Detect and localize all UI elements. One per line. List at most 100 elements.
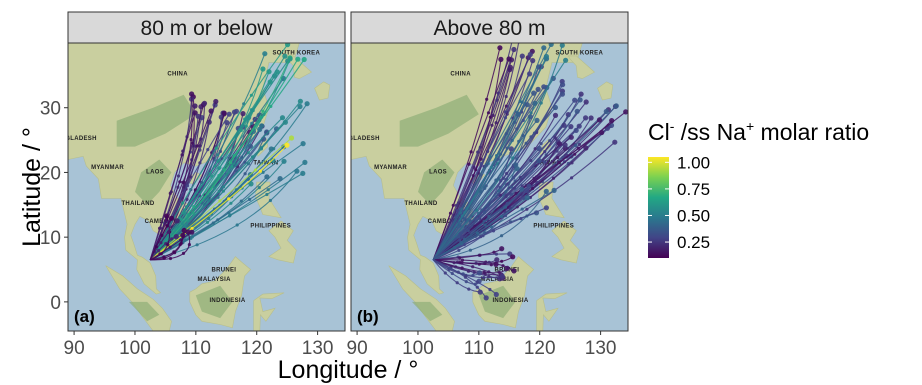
- trajectory-point: [226, 111, 232, 117]
- trajectory-point: [488, 115, 492, 119]
- trajectory-point: [165, 224, 169, 228]
- strip-b: [350, 11, 629, 44]
- trajectory-point: [515, 111, 521, 117]
- trajectory-point: [576, 123, 582, 129]
- trajectory-point: [185, 229, 191, 235]
- trajectory-point: [495, 98, 499, 102]
- x-tick-label: 120: [241, 338, 273, 359]
- trajectory-point: [469, 150, 473, 154]
- legend-ticks: 1.00 0.75 0.50 0.25: [648, 153, 710, 252]
- trajectory-point: [297, 103, 303, 110]
- trajectory-point: [282, 53, 288, 59]
- country-label: INDONESIA: [492, 298, 528, 304]
- trajectory-point: [246, 151, 250, 155]
- trajectory-point: [185, 184, 190, 188]
- country-label: CHINA: [167, 71, 188, 77]
- trajectory-point: [520, 184, 524, 188]
- country-label: MYANMAR: [91, 165, 124, 171]
- land-mass: [536, 292, 568, 331]
- trajectory-point: [532, 100, 538, 106]
- x-tick-label: 110: [464, 338, 494, 359]
- trajectory-point: [207, 216, 211, 221]
- trajectory-point: [230, 164, 234, 168]
- trajectory-point: [443, 271, 447, 275]
- trajectory-point: [506, 56, 512, 62]
- trajectory-point: [183, 223, 187, 228]
- trajectory-point: [455, 281, 459, 285]
- trajectory-point: [213, 98, 219, 105]
- trajectory-point: [539, 142, 543, 146]
- trajectory-point: [511, 156, 515, 160]
- trajectory-point: [272, 147, 276, 151]
- legend-tick-label: 0.75: [677, 180, 710, 199]
- trajectory-point: [173, 234, 179, 240]
- trajectory-point: [519, 217, 523, 221]
- country-label: INDONESIA: [209, 298, 245, 304]
- trajectory-point: [257, 186, 261, 190]
- trajectory-point: [456, 225, 460, 229]
- trajectory-point: [577, 142, 582, 146]
- panel-a-tag: (a): [74, 307, 95, 326]
- country-label: CAMBODIA: [428, 219, 464, 225]
- trajectory-point: [174, 218, 180, 224]
- basemap-a: SOUTH KOREACHINAMYANMARLAOSTHAILANDCAMBO…: [68, 43, 345, 331]
- trajectory-point: [265, 192, 269, 197]
- trajectory-point: [489, 165, 493, 170]
- trajectory-point: [218, 199, 222, 203]
- trajectory-point: [173, 251, 177, 255]
- forest-area: [128, 301, 160, 322]
- country-label: THAILAND: [404, 201, 437, 207]
- forest-area: [399, 94, 479, 147]
- trajectory-point: [248, 181, 254, 187]
- land-mass: [551, 220, 580, 264]
- trajectory-point: [458, 256, 462, 260]
- trajectory-point: [260, 66, 266, 72]
- x-axis-ticks: 90 100 110 120 130 90 100 110 120 130: [64, 331, 616, 359]
- trajectory-point: [497, 189, 501, 193]
- trajectory-point: [262, 51, 268, 57]
- trajectory-point: [474, 168, 478, 172]
- trajectory-point: [491, 113, 495, 117]
- trajectory-point: [504, 190, 508, 194]
- trajectory-point: [609, 118, 615, 124]
- trajectory-point: [535, 86, 541, 92]
- trajectory-point: [288, 135, 295, 141]
- trajectory-point: [457, 221, 461, 225]
- trajectory-point: [261, 109, 265, 113]
- trajectory-point: [450, 271, 454, 276]
- legend-tick-label: 0.25: [677, 233, 710, 252]
- y-axis-ticks: 0 10 20 30: [40, 99, 68, 314]
- trajectory-point: [176, 174, 181, 178]
- trajectory-point: [227, 214, 232, 218]
- land-mass: [597, 81, 614, 101]
- trajectory-point: [462, 243, 466, 247]
- trajectory-point: [213, 164, 217, 168]
- trajectory-point: [301, 56, 307, 63]
- trajectory-point: [259, 123, 265, 129]
- trajectory-point: [235, 223, 239, 227]
- panel-b-frame: [350, 42, 629, 332]
- trajectory-point: [534, 117, 540, 123]
- trajectory-point: [187, 243, 191, 247]
- trajectory-point: [216, 153, 220, 157]
- y-tick-label: 20: [40, 163, 61, 184]
- trajectory-point: [250, 121, 254, 125]
- trajectory-point: [300, 141, 306, 147]
- trajectory-point: [583, 145, 589, 151]
- country-label: BRUNEI: [211, 267, 236, 273]
- panel-a: 80 m or below SOUTH KOREA CHINA MYANMAR LAO…: [67, 11, 346, 332]
- trajectory-point: [181, 180, 185, 184]
- trajectory-point: [562, 142, 568, 148]
- y-axis-title: Latitude / °: [18, 127, 46, 247]
- trajectory-point: [510, 254, 516, 260]
- trajectory-point: [504, 195, 508, 199]
- y-tick-label: 10: [40, 228, 61, 249]
- trajectory-point: [500, 234, 504, 238]
- trajectory-point: [477, 262, 481, 266]
- trajectory-point: [483, 185, 487, 189]
- trajectory-point: [473, 282, 477, 286]
- trajectory-point: [277, 176, 283, 182]
- forest-area: [116, 94, 196, 147]
- trajectory-point: [189, 138, 193, 142]
- x-tick-label: 120: [524, 338, 556, 359]
